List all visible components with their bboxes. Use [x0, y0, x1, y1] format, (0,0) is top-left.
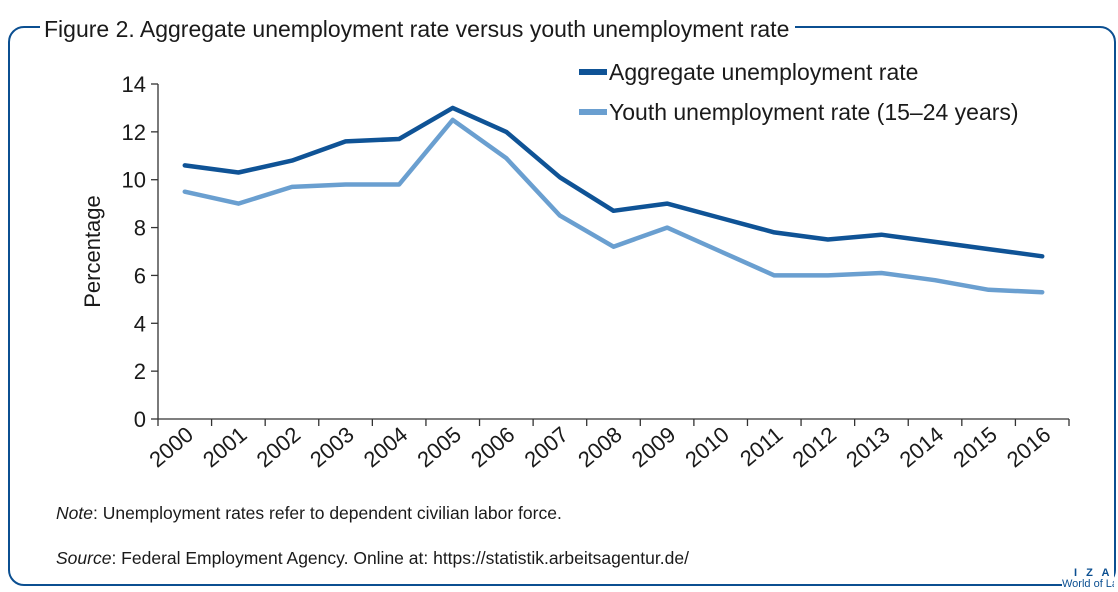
series-aggregate-line: [182, 105, 1045, 259]
figure-source: Source: Federal Employment Agency. Onlin…: [56, 547, 689, 569]
source-text: : Federal Employment Agency. Online at: …: [111, 548, 689, 568]
x-tick-label: 2012: [787, 422, 841, 473]
y-tick-label: 8: [134, 216, 146, 241]
logo-world-of-labor: World of Labor: [1062, 578, 1114, 590]
note-text: : Unemployment rates refer to dependent …: [92, 503, 562, 523]
x-tick-label: 2000: [144, 422, 198, 473]
y-tick-label: 10: [122, 168, 146, 193]
y-tick-label: 2: [134, 359, 146, 384]
legend-label-aggregate: Aggregate unemployment rate: [609, 59, 918, 85]
x-tick-label: 2006: [466, 422, 520, 473]
x-tick-label: 2013: [841, 422, 895, 473]
x-tick-label: 2010: [680, 422, 734, 473]
figure-title: Figure 2. Aggregate unemployment rate ve…: [40, 14, 796, 44]
y-tick-label: 4: [134, 311, 146, 336]
x-tick-label: 2002: [252, 422, 306, 473]
figure-note: Note: Unemployment rates refer to depend…: [56, 502, 562, 524]
x-tick-label: 2005: [412, 422, 466, 473]
x-tick-label: 2015: [948, 422, 1002, 473]
x-tick-label: 2008: [573, 422, 627, 473]
iza-logo: I Z A World of Labor: [1062, 568, 1114, 590]
y-axis-title: Percentage: [80, 195, 105, 308]
series-youth-line: [182, 117, 1045, 295]
legend-label-youth: Youth unemployment rate (15–24 years): [609, 99, 1019, 125]
x-tick-label: 2003: [305, 422, 359, 473]
source-label: Source: [56, 548, 112, 568]
chart-series: [182, 105, 1045, 295]
note-label: Note: [56, 503, 93, 523]
chart-legend: Aggregate unemployment rate Youth unemplo…: [579, 59, 1019, 125]
x-tick-label: 2016: [1002, 422, 1056, 473]
y-tick-label: 6: [134, 263, 146, 288]
y-tick-label: 12: [122, 120, 146, 145]
x-tick-label: 2009: [627, 422, 681, 473]
logo-iza: I Z A: [1074, 568, 1113, 579]
x-tick-label: 2011: [735, 422, 787, 472]
y-tick-label: 0: [134, 407, 146, 432]
x-tick-label: 2007: [520, 422, 574, 473]
x-tick-label: 2014: [895, 422, 949, 473]
x-tick-label: 2004: [359, 422, 413, 473]
x-tick-label: 2001: [198, 422, 252, 473]
y-tick-label: 14: [122, 72, 146, 97]
